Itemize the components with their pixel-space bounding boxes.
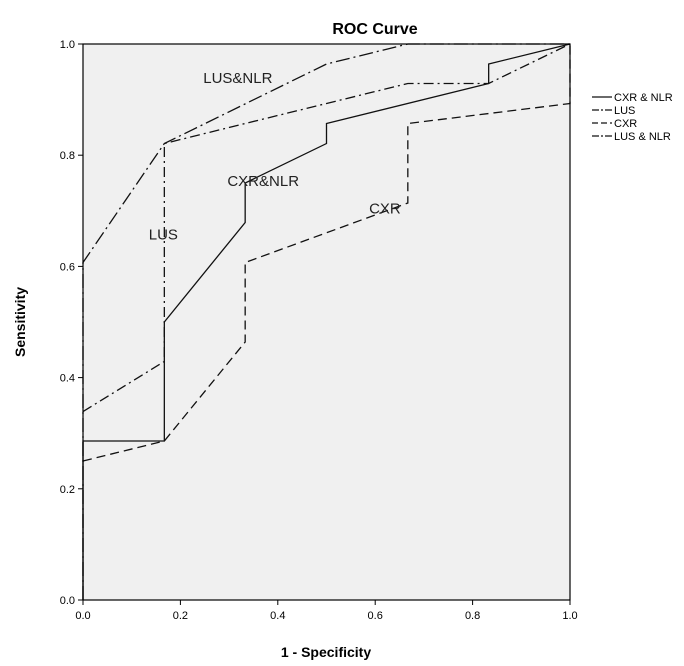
annotation-label: CXR&NLR: [227, 173, 299, 190]
x-tick-label: 0.4: [270, 610, 285, 622]
legend-label: LUS & NLR: [614, 131, 671, 143]
y-tick-label: 0.4: [60, 373, 75, 385]
x-tick-label: 1.0: [562, 610, 577, 622]
axis-ticks: 0.0 0.2 0.4 0.6 0.8 1.0 0.0 0.2 0.4 0.6 0.8 1.0: [60, 39, 578, 622]
y-tick-label: 0.0: [60, 595, 75, 607]
series-line-lus: [82, 43, 571, 413]
x-tick-label: 0.2: [173, 610, 188, 622]
annotations: LUS&NLR CXR&NLR LUS CXR: [149, 70, 401, 244]
annotation-label: LUS: [149, 227, 178, 244]
x-axis-label: 1 - Specificity: [281, 644, 371, 660]
plot-frame: [82, 43, 571, 601]
x-tick-label: 0.6: [368, 610, 383, 622]
annotation-label: CXR: [369, 201, 401, 218]
chart-title: ROC Curve: [332, 21, 417, 38]
legend-label: CXR: [614, 118, 637, 130]
x-tick-label: 0.0: [75, 610, 90, 622]
series-line-cxr-nlr: [82, 43, 571, 600]
y-tick-label: 1.0: [60, 39, 75, 51]
y-tick-label: 0.6: [60, 261, 75, 273]
x-tick-label: 0.8: [465, 610, 480, 622]
series-line-cxr: [82, 44, 571, 462]
y-tick-label: 0.8: [60, 150, 75, 162]
annotation-label: LUS&NLR: [203, 70, 272, 87]
y-axis-label: Sensitivity: [12, 287, 28, 357]
legend-label: CXR & NLR: [614, 92, 673, 104]
legend-label: LUS: [614, 105, 635, 117]
y-tick-label: 0.2: [60, 484, 75, 496]
